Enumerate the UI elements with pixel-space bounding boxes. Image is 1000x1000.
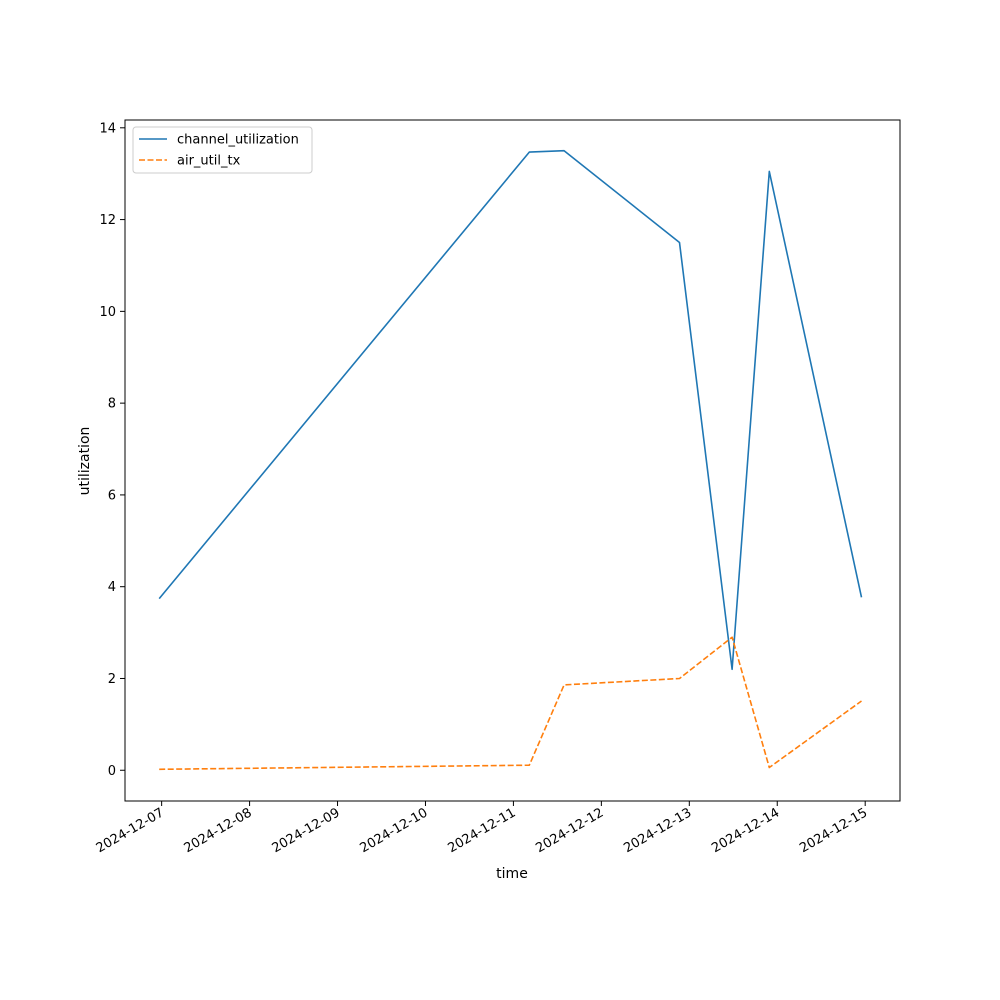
y-tick-label: 8 <box>108 397 116 412</box>
series-layer <box>158 149 863 771</box>
plot-area <box>125 120 900 801</box>
axes-layer <box>124 119 901 802</box>
x-tick-label: 2024-12-07 <box>94 805 167 856</box>
x-tick-label: 2024-12-15 <box>797 805 870 856</box>
series-line-air-util-tx <box>159 636 862 771</box>
legend-label: air_util_tx <box>177 154 241 169</box>
y-tick-label: 12 <box>99 213 116 228</box>
x-tick-label: 2024-12-08 <box>182 805 255 856</box>
y-tick-label: 4 <box>108 580 116 595</box>
legend-label: channel_utilization <box>177 133 299 148</box>
y-tick-label: 14 <box>99 121 116 136</box>
x-axis: 2024-12-07 2024-12-08 2024-12-09 2024-12-10… <box>94 801 870 856</box>
x-axis-label: time <box>496 866 528 882</box>
x-tick-label: 2024-12-11 <box>445 805 518 856</box>
plot-frame <box>124 119 901 802</box>
x-tick-label: 2024-12-13 <box>621 805 694 856</box>
x-tick-label: 2024-12-14 <box>709 805 782 856</box>
y-tick-label: 6 <box>108 488 116 503</box>
x-tick-label: 2024-12-09 <box>270 805 343 856</box>
series-line-channel-utilization <box>158 149 863 671</box>
x-tick-label: 2024-12-12 <box>533 805 606 856</box>
y-axis: 0 2 4 6 8 10 12 14 <box>99 121 125 779</box>
legend-box <box>132 126 313 174</box>
y-tick-label: 0 <box>108 764 116 779</box>
y-axis-label: utilization <box>77 427 93 496</box>
x-tick-label: 2024-12-10 <box>358 805 431 856</box>
legend: channel_utilization air_util_tx <box>132 126 313 174</box>
y-tick-label: 10 <box>99 305 116 320</box>
y-tick-label: 2 <box>108 672 116 687</box>
